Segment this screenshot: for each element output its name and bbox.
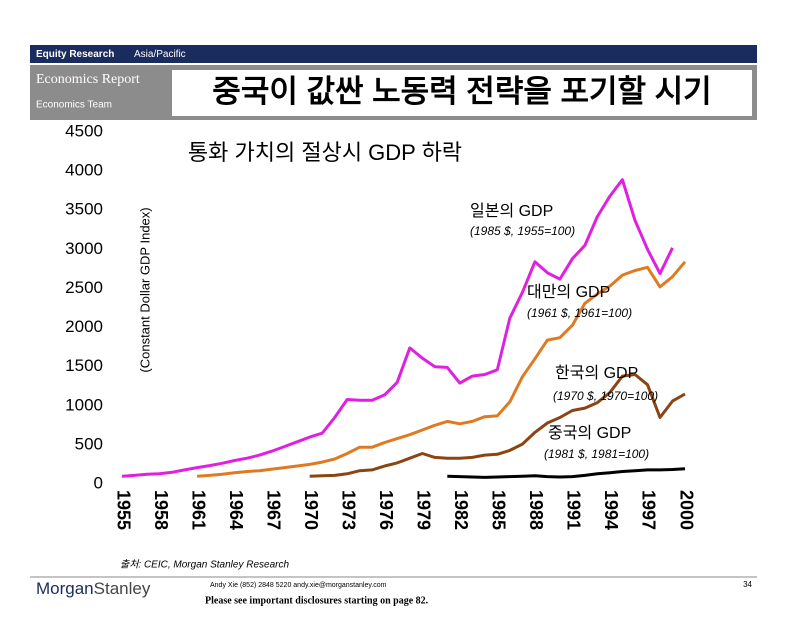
- y-tick-label: 4500: [65, 121, 103, 140]
- x-tick-label: 2000: [676, 490, 696, 530]
- x-tick-label: 1967: [263, 490, 283, 530]
- x-tick-label: 1979: [414, 490, 434, 530]
- source: 출처: CEIC, Morgan Stanley Research: [120, 559, 289, 571]
- x-tick-label: 1961: [188, 490, 208, 530]
- series-note: (1961 $, 1961=100): [527, 306, 632, 320]
- x-tick-label: 1985: [489, 490, 509, 530]
- series-line: [309, 373, 686, 478]
- x-tick-label: 1994: [601, 490, 621, 530]
- x-tick-label: 1958: [151, 490, 171, 530]
- brand-2: Stanley: [94, 579, 151, 598]
- series-label: 대만의 GDP: [527, 283, 610, 301]
- series-note: (1970 $, 1970=100): [553, 389, 658, 403]
- x-tick-label: 1988: [526, 490, 546, 530]
- brand: MorganStanley: [36, 579, 151, 598]
- y-tick-label: 2500: [65, 278, 103, 297]
- series-line: [197, 260, 687, 478]
- series-line: [121, 178, 674, 478]
- series-label: 중국의 GDP: [548, 424, 631, 442]
- contact: Andy Xie (852) 2848 5220 andy.xie@morgan…: [210, 582, 387, 589]
- series-label: 일본의 GDP: [470, 202, 553, 220]
- y-tick-label: 3500: [65, 200, 103, 219]
- team: Economics Team: [36, 100, 112, 111]
- x-tick-label: 1955: [113, 490, 133, 530]
- y-tick-label: 4000: [65, 161, 103, 180]
- title: 중국이 값싼 노동력 전략을 포기할 시기: [212, 74, 711, 109]
- report: Economics Report: [36, 72, 140, 87]
- title-box: [172, 70, 752, 116]
- brand-1: Morgan: [36, 579, 94, 598]
- subtitle: 통화 가치의 절상시 GDP 하락: [188, 140, 462, 165]
- x-tick-label: 1997: [639, 490, 659, 530]
- series-note: (1981 $, 1981=100): [544, 447, 649, 461]
- series-note: (1985 $, 1955=100): [470, 224, 575, 238]
- y-tick-label: 500: [75, 434, 103, 453]
- x-tick-label: 1973: [338, 490, 358, 530]
- x-tick-label: 1991: [564, 490, 584, 530]
- header-bar: [30, 45, 757, 63]
- page-number: 34: [743, 580, 752, 589]
- x-tick-label: 1970: [301, 490, 321, 530]
- y-tick-label: 2000: [65, 317, 103, 336]
- x-tick-label: 1976: [376, 490, 396, 530]
- region: Asia/Pacific: [134, 49, 186, 60]
- y-tick-label: 1000: [65, 395, 103, 414]
- y-axis-label: (Constant Dollar GDP Index): [137, 207, 152, 372]
- y-tick-label: 1500: [65, 356, 103, 375]
- x-tick-label: 1964: [226, 490, 246, 530]
- disclosure: Please see important disclosures startin…: [205, 595, 429, 606]
- section: Equity Research: [36, 49, 114, 60]
- y-tick-label: 0: [94, 473, 103, 492]
- y-tick-label: 3000: [65, 239, 103, 258]
- series-label: 한국의 GDP: [555, 364, 638, 382]
- x-tick-label: 1982: [451, 490, 471, 530]
- series-line: [447, 467, 686, 479]
